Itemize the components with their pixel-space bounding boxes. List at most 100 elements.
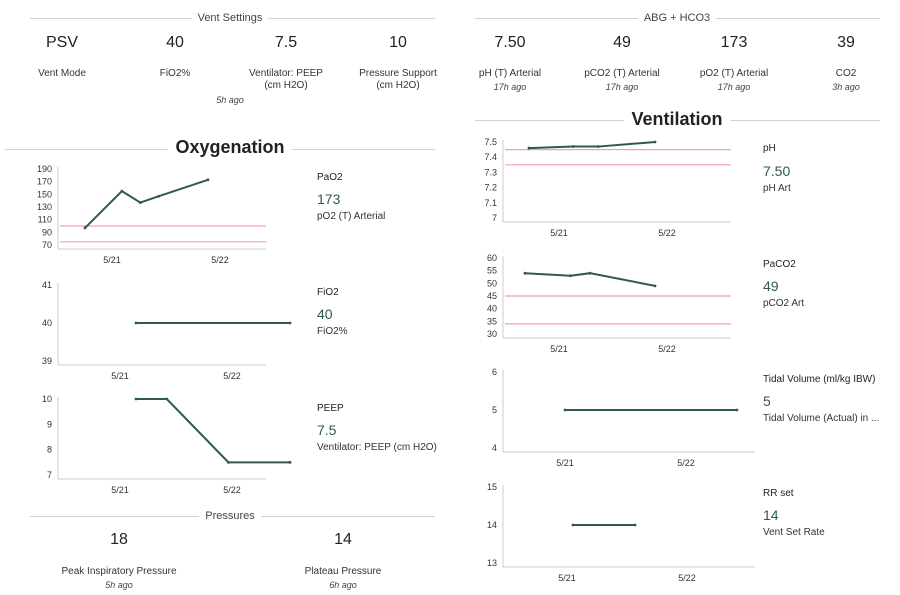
paco2-panel-sub: pCO2 Art — [763, 298, 805, 309]
x-tick-label: 5/22 — [677, 458, 695, 468]
y-tick-label: 150 — [37, 189, 52, 199]
pao2-panel-sub: pO2 (T) Arterial — [317, 211, 386, 222]
y-tick-label: 170 — [37, 177, 52, 187]
y-tick-label: 55 — [487, 266, 497, 276]
data-point — [735, 408, 739, 412]
data-point — [563, 408, 567, 412]
data-point — [569, 274, 572, 278]
y-tick-label: 90 — [42, 227, 52, 237]
data-point — [653, 284, 657, 288]
pressure-support-unit: (cm H2O) — [376, 80, 420, 91]
pao2-panel-value: 173 — [317, 191, 341, 207]
ph-panel-title: pH — [763, 143, 776, 154]
plateau-pressure-label: Plateau Pressure — [304, 566, 382, 577]
ph-label: pH (T) Arterial — [478, 68, 542, 79]
ph-chart[interactable]: 7 7.1 7.2 7.3 7.4 7.5 5/21 5/22 — [475, 136, 745, 238]
pco2-ago: 17h ago — [605, 82, 639, 92]
pressure-support-label: Pressure Support — [359, 68, 437, 79]
rr-panel-title: RR set — [763, 488, 794, 499]
pao2-chart[interactable]: 70 90 110 130 150 170 190 5/21 5/22 — [30, 163, 300, 265]
x-tick-label: 5/21 — [558, 573, 576, 583]
x-tick-label: 5/21 — [111, 371, 129, 381]
y-tick-label: 13 — [487, 558, 497, 568]
fio2-chart[interactable]: 39 40 41 5/21 5/22 — [30, 279, 300, 381]
y-tick-label: 7.1 — [484, 198, 497, 208]
vent-settings-ago: 5h ago — [216, 95, 244, 105]
y-tick-label: 7 — [47, 470, 52, 480]
y-tick-label: 9 — [47, 419, 52, 429]
data-point — [134, 397, 138, 401]
peep-setting-label: Ventilator: PEEP — [249, 68, 323, 79]
y-tick-label: 4 — [492, 443, 497, 453]
rr-set-chart[interactable]: 13 14 15 5/21 5/22 — [475, 481, 755, 583]
data-point — [571, 145, 575, 148]
paco2-panel-value: 49 — [763, 278, 779, 294]
vent-mode-value: PSV — [45, 34, 79, 51]
pressures-title: Pressures — [199, 510, 261, 522]
data-point — [596, 145, 600, 148]
y-tick-label: 8 — [47, 445, 52, 455]
data-point — [206, 178, 210, 182]
fio2-panel-sub: FiO2% — [317, 326, 348, 337]
y-tick-label: 40 — [42, 318, 52, 328]
peep-setting-value: 7.5 — [274, 34, 298, 51]
data-point — [288, 460, 292, 464]
po2-ago: 17h ago — [717, 82, 751, 92]
x-tick-label: 5/21 — [550, 344, 568, 354]
y-tick-label: 35 — [487, 316, 497, 326]
paco2-panel-title: PaCO2 — [763, 259, 796, 270]
data-point — [633, 523, 637, 527]
x-tick-label: 5/21 — [103, 255, 121, 265]
abg-title: ABG + HCO3 — [637, 12, 717, 24]
data-point — [653, 140, 657, 144]
data-point — [157, 194, 161, 198]
series-line — [524, 272, 656, 287]
rr-panel-sub: Vent Set Rate — [763, 527, 825, 538]
pao2-panel-title: PaO2 — [317, 172, 343, 183]
tidal-panel-title: Tidal Volume (ml/kg IBW) — [763, 374, 876, 385]
y-tick-label: 70 — [42, 240, 52, 250]
tidal-panel-value: 5 — [763, 393, 771, 409]
data-point — [165, 397, 169, 401]
x-tick-label: 5/22 — [223, 371, 241, 381]
y-tick-label: 10 — [42, 394, 52, 404]
series-line — [84, 178, 209, 229]
y-tick-label: 14 — [487, 520, 497, 530]
data-point — [227, 460, 230, 464]
y-tick-label: 130 — [37, 202, 52, 212]
ph-panel-value: 7.50 — [763, 163, 791, 179]
y-tick-label: 7.4 — [484, 152, 497, 162]
ph-value: 7.50 — [494, 34, 526, 51]
oxygenation-title: Oxygenation — [167, 137, 293, 158]
fio2-setting-label: FiO2% — [159, 68, 191, 79]
y-tick-label: 110 — [38, 215, 52, 225]
data-point — [527, 146, 531, 150]
data-point — [571, 523, 575, 527]
x-tick-label: 5/21 — [556, 458, 574, 468]
plateau-pressure-value: 14 — [334, 531, 352, 548]
y-tick-label: 41 — [42, 280, 52, 290]
data-point — [120, 189, 124, 193]
peep-chart[interactable]: 7 8 9 10 5/21 5/22 — [30, 393, 300, 495]
ventilation-title: Ventilation — [623, 109, 731, 130]
paco2-chart[interactable]: 30 35 40 45 50 55 60 5/21 5/22 — [475, 252, 745, 354]
tidal-volume-chart[interactable]: 4 5 6 5/21 5/22 — [475, 366, 755, 468]
co2-value: 39 — [837, 34, 855, 51]
peep-setting-unit: (cm H2O) — [264, 80, 308, 91]
data-point — [523, 271, 527, 275]
vent-mode-label: Vent Mode — [38, 68, 86, 79]
y-tick-label: 50 — [487, 278, 497, 288]
x-tick-label: 5/22 — [211, 255, 229, 265]
data-point — [83, 226, 87, 230]
x-tick-label: 5/22 — [223, 485, 241, 495]
peep-panel-sub: Ventilator: PEEP (cm H2O) — [317, 442, 437, 453]
peep-panel-title: PEEP — [317, 403, 344, 414]
po2-label: pO2 (T) Arterial — [699, 68, 769, 79]
x-tick-label: 5/22 — [658, 344, 676, 354]
y-tick-label: 7.3 — [484, 167, 497, 177]
y-tick-label: 190 — [37, 164, 52, 174]
data-point — [134, 321, 138, 325]
y-tick-label: 30 — [487, 329, 497, 339]
y-tick-label: 45 — [487, 291, 497, 301]
co2-ago: 3h ago — [832, 82, 860, 92]
